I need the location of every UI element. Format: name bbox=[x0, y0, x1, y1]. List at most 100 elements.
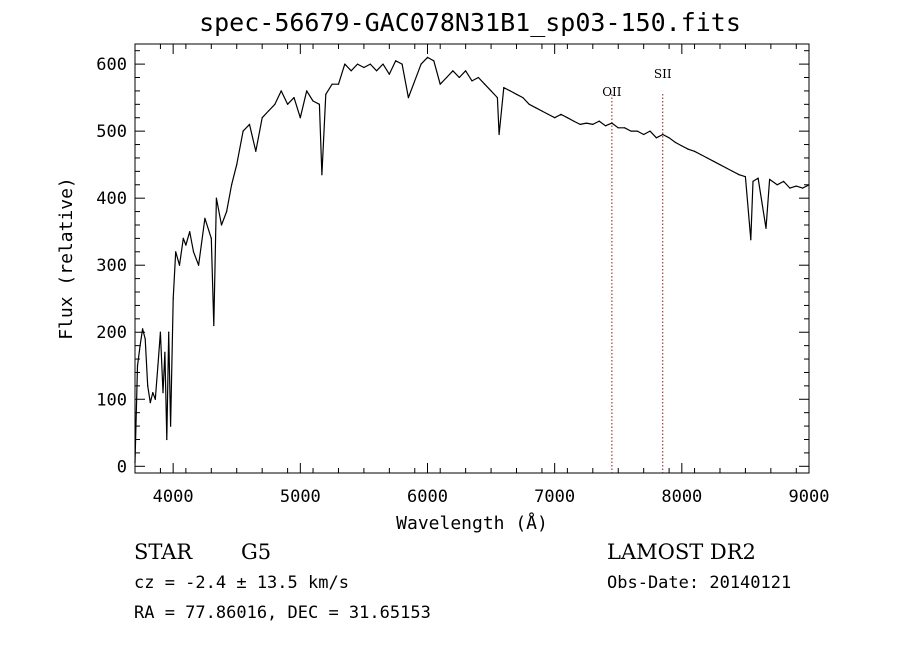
spectrum-point bbox=[765, 227, 767, 229]
spectrum-point bbox=[573, 120, 575, 122]
spectrum-point bbox=[210, 237, 212, 239]
y-tick-label: 200 bbox=[96, 323, 127, 343]
spectrum-point bbox=[458, 76, 460, 79]
spectrum-point bbox=[299, 117, 301, 119]
spectrum-point bbox=[159, 331, 161, 333]
spectrum-point bbox=[713, 160, 715, 162]
spectrum-point bbox=[566, 117, 569, 119]
spectrum-point bbox=[142, 328, 144, 330]
chart-title: spec-56679-GAC078N31B1_sp03-150.fits bbox=[199, 8, 741, 37]
spectrum-point bbox=[164, 351, 166, 353]
object-subclass-label: G5 bbox=[241, 540, 272, 564]
spectrum-point bbox=[369, 63, 371, 65]
plot-frame bbox=[134, 43, 810, 474]
y-tick-label: 400 bbox=[96, 189, 127, 209]
spectrum-point bbox=[617, 127, 619, 129]
line-marker-label: OII bbox=[602, 85, 622, 99]
spectrum-point bbox=[331, 83, 333, 85]
spectrum-point bbox=[604, 125, 607, 127]
spectrum-point bbox=[687, 148, 689, 150]
spectrum-point bbox=[267, 110, 270, 112]
spectrum-point bbox=[668, 137, 670, 139]
spectrum-point bbox=[484, 83, 486, 85]
spectrum-point bbox=[420, 63, 422, 65]
y-tick-label: 600 bbox=[96, 55, 127, 75]
spectrum-point bbox=[776, 184, 778, 186]
spectrum-point bbox=[769, 178, 771, 180]
spectrum-point bbox=[496, 97, 498, 99]
spectrum-point bbox=[719, 164, 721, 166]
spectrum-point bbox=[287, 103, 289, 105]
spectrum-point bbox=[350, 70, 352, 72]
spectrum-point bbox=[465, 70, 467, 72]
y-tick-label: 500 bbox=[96, 122, 127, 142]
spectrum-point bbox=[175, 251, 177, 253]
spectrum-point bbox=[198, 264, 200, 266]
spectrum-point bbox=[226, 211, 228, 213]
spectrum-point bbox=[182, 237, 184, 239]
spectrum-point bbox=[738, 174, 740, 176]
spectrum-point bbox=[166, 438, 168, 441]
x-tick-label: 4000 bbox=[153, 487, 194, 507]
spectrum-point bbox=[522, 97, 524, 99]
spectrum-point bbox=[147, 385, 149, 387]
spectrum-point bbox=[554, 117, 556, 119]
spectrum-point bbox=[579, 123, 581, 125]
spectrum-point bbox=[643, 133, 645, 136]
spectrum-point bbox=[503, 87, 505, 89]
y-tick-label: 0 bbox=[117, 457, 127, 477]
spectrum-point bbox=[535, 107, 537, 109]
spectrum-point bbox=[808, 184, 810, 186]
spectrum-point bbox=[700, 154, 702, 156]
spectrum-point bbox=[598, 120, 600, 122]
spectrum-point bbox=[376, 70, 378, 72]
spectrum-point bbox=[681, 145, 683, 147]
spectrum-point bbox=[528, 103, 530, 105]
spectrum-point bbox=[220, 224, 223, 226]
spectrum-point bbox=[433, 60, 435, 62]
spectrum-point bbox=[560, 113, 562, 115]
line-marker-label: SII bbox=[654, 67, 672, 81]
spectrum-point bbox=[213, 324, 215, 327]
spectrum-point bbox=[325, 93, 327, 95]
spectrum-point bbox=[170, 425, 172, 427]
spectrum-point bbox=[477, 76, 479, 79]
spectrum-point bbox=[242, 130, 244, 132]
spectrum-line bbox=[134, 56, 810, 463]
spectrum-point bbox=[312, 100, 314, 102]
spectrum-point bbox=[236, 164, 238, 166]
spectrum-point bbox=[611, 122, 613, 124]
spectrum-point bbox=[592, 123, 594, 125]
x-axis-label: Wavelength (Å) bbox=[396, 512, 548, 534]
spectrum-point bbox=[152, 392, 154, 394]
x-tick-label: 9000 bbox=[789, 487, 830, 507]
spectrum-point bbox=[515, 93, 518, 95]
coordinates-label: RA = 77.86016, DEC = 31.65153 bbox=[134, 603, 431, 623]
spectrum-point bbox=[439, 83, 441, 85]
y-tick-label: 100 bbox=[96, 390, 127, 410]
redshift-label: cz = -2.4 ± 13.5 km/s bbox=[134, 573, 349, 593]
spectrum-point bbox=[649, 130, 651, 132]
spectrum-point bbox=[783, 180, 785, 182]
spectrum-point bbox=[674, 141, 677, 144]
spectrum-point bbox=[624, 127, 626, 129]
spectrum-point bbox=[401, 63, 403, 65]
object-class-label: STAR bbox=[134, 540, 193, 564]
survey-label: LAMOST DR2 bbox=[607, 540, 756, 564]
spectrum-point bbox=[585, 122, 588, 124]
spectrum-point bbox=[134, 462, 136, 464]
x-tick-label: 5000 bbox=[280, 487, 321, 507]
spectrum-point bbox=[426, 56, 429, 59]
spectrum-point bbox=[490, 90, 492, 92]
spectrum-point bbox=[144, 338, 146, 340]
spectrum-point bbox=[388, 73, 390, 75]
spectrum-point bbox=[744, 176, 747, 178]
spectrum-point bbox=[693, 150, 696, 152]
x-tick-label: 6000 bbox=[407, 487, 448, 507]
spectrum-point bbox=[192, 251, 195, 253]
spectrum-point bbox=[636, 130, 638, 132]
spectrum-point bbox=[662, 133, 664, 136]
spectrum-point bbox=[204, 217, 206, 219]
spectrum-point bbox=[752, 180, 754, 182]
